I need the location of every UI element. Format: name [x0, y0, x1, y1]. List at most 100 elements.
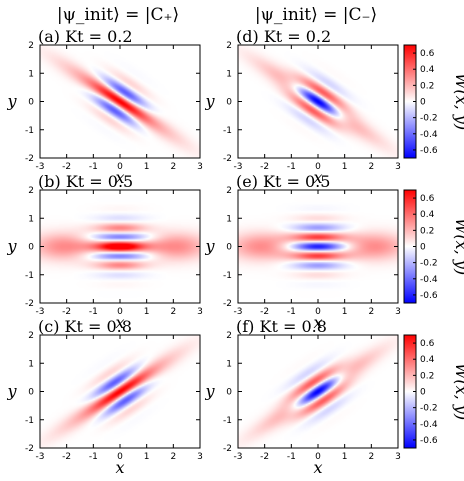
- x-tick-label: 0: [315, 307, 321, 317]
- colorbar-label: W(x, y): [452, 218, 464, 275]
- y-tick-label: 2: [28, 331, 34, 341]
- x-tick-label: 0: [117, 162, 123, 172]
- heatmap-f: [238, 335, 398, 448]
- x-tick-label: -3: [234, 452, 243, 462]
- x-tick-label: 1: [144, 307, 150, 317]
- x-tick-label: 2: [170, 452, 176, 462]
- x-tick-label: -2: [62, 452, 71, 462]
- x-tick-label: 2: [368, 162, 374, 172]
- x-tick-label: -1: [287, 307, 296, 317]
- x-tick-label: 0: [117, 452, 123, 462]
- colorbar-tick-label: -0.4: [420, 130, 438, 140]
- y-tick-label: 1: [226, 69, 232, 79]
- y-tick-label: 1: [28, 69, 34, 79]
- x-tick-label: -1: [89, 452, 98, 462]
- y-tick-label: 0: [28, 243, 34, 253]
- y-tick-label: -2: [223, 299, 232, 309]
- colorbar-tick-label: -0.6: [420, 291, 438, 301]
- colorbar-tick-label: -0.6: [420, 436, 438, 446]
- x-tick-label: -3: [36, 307, 45, 317]
- x-tick-label: -3: [234, 307, 243, 317]
- y-axis-label: y: [6, 237, 17, 256]
- x-tick-label: 1: [342, 307, 348, 317]
- colorbars-group: 0.6 0.4 0.2 0 -0.2 -0.4 -0.6 W(x, y) 0.6 0.4 0.2 0 -…: [403, 44, 464, 449]
- colorbar-tick-label: -0.2: [420, 404, 438, 414]
- heatmap-b: [40, 190, 200, 303]
- colorbar-tick-label: 0.4: [420, 210, 435, 220]
- y-tick-label: 1: [28, 214, 34, 224]
- y-tick-label: 1: [226, 214, 232, 224]
- panel-label-f: (f) Kt = 0.8: [236, 317, 327, 336]
- x-axis-label: x: [313, 168, 322, 187]
- y-axis-label: y: [204, 237, 215, 256]
- x-tick-label: 2: [368, 452, 374, 462]
- colorbar-tick-label: 0: [420, 98, 426, 108]
- colorbar-tick-label: 0.6: [420, 49, 435, 59]
- x-tick-label: -3: [234, 162, 243, 172]
- y-axis-label: y: [204, 92, 215, 111]
- x-tick-label: 2: [170, 162, 176, 172]
- y-tick-label: -1: [25, 416, 34, 426]
- colorbar-tick-label: -0.4: [420, 420, 438, 430]
- panel-label-c: (c) Kt = 0.8: [38, 317, 132, 336]
- x-tick-label: -1: [287, 452, 296, 462]
- colorbar-tick-label: 0.2: [420, 371, 434, 381]
- x-axis-label: x: [313, 458, 322, 477]
- colorbar-tick-label: -0.2: [420, 259, 438, 269]
- y-tick-label: -2: [25, 299, 34, 309]
- x-tick-label: 3: [197, 162, 203, 172]
- y-axis-label: y: [204, 382, 215, 401]
- y-tick-label: -2: [223, 154, 232, 164]
- panel-label-e: (e) Kt = 0.5: [236, 172, 330, 191]
- x-tick-label: 3: [395, 162, 401, 172]
- y-tick-label: -1: [223, 271, 232, 281]
- x-tick-label: 1: [342, 162, 348, 172]
- y-tick-label: 2: [226, 41, 232, 51]
- y-tick-label: 1: [226, 359, 232, 369]
- y-tick-label: 2: [28, 186, 34, 196]
- heatmap-a: [40, 45, 200, 158]
- colorbar-tick-label: 0.4: [420, 355, 435, 365]
- y-tick-label: 0: [28, 98, 34, 108]
- panel-label-a: (a) Kt = 0.2: [38, 27, 133, 46]
- x-tick-label: 2: [170, 307, 176, 317]
- panel-label-d: (d) Kt = 0.2: [236, 27, 331, 46]
- y-tick-label: 0: [226, 243, 232, 253]
- y-tick-label: 0: [28, 388, 34, 398]
- x-tick-label: 0: [315, 452, 321, 462]
- heatmap-d: [238, 45, 398, 158]
- x-tick-label: -3: [36, 452, 45, 462]
- x-tick-label: -2: [62, 162, 71, 172]
- y-tick-label: 0: [226, 98, 232, 108]
- x-tick-label: 0: [117, 307, 123, 317]
- x-tick-label: 3: [395, 307, 401, 317]
- heatmap-c: [40, 335, 200, 448]
- y-tick-label: 0: [226, 388, 232, 398]
- y-tick-label: 2: [28, 41, 34, 51]
- column-title-left: |ψ_init⟩ = |C₊⟩: [57, 5, 179, 25]
- x-tick-label: -2: [260, 162, 269, 172]
- x-tick-label: 1: [144, 452, 150, 462]
- colorbar-tick-label: 0.6: [420, 339, 435, 349]
- y-tick-label: -2: [25, 444, 34, 454]
- colorbar-tick-label: 0.6: [420, 194, 435, 204]
- x-tick-label: -1: [287, 162, 296, 172]
- x-tick-label: 3: [395, 452, 401, 462]
- colorbar-tick-label: 0: [420, 388, 426, 398]
- x-tick-label: -1: [89, 162, 98, 172]
- y-tick-label: 2: [226, 331, 232, 341]
- y-axis-label: y: [6, 92, 17, 111]
- heatmap-e: [238, 190, 398, 303]
- colorbar-label: W(x, y): [452, 73, 464, 130]
- y-tick-label: -2: [25, 154, 34, 164]
- x-tick-label: -2: [62, 307, 71, 317]
- colorbar-2: 0.6 0.4 0.2 0 -0.2 -0.4 -0.6 W(x, y): [403, 189, 464, 304]
- y-tick-label: 1: [28, 359, 34, 369]
- column-title-right: |ψ_init⟩ = |C₋⟩: [255, 5, 377, 25]
- y-tick-label: -1: [223, 416, 232, 426]
